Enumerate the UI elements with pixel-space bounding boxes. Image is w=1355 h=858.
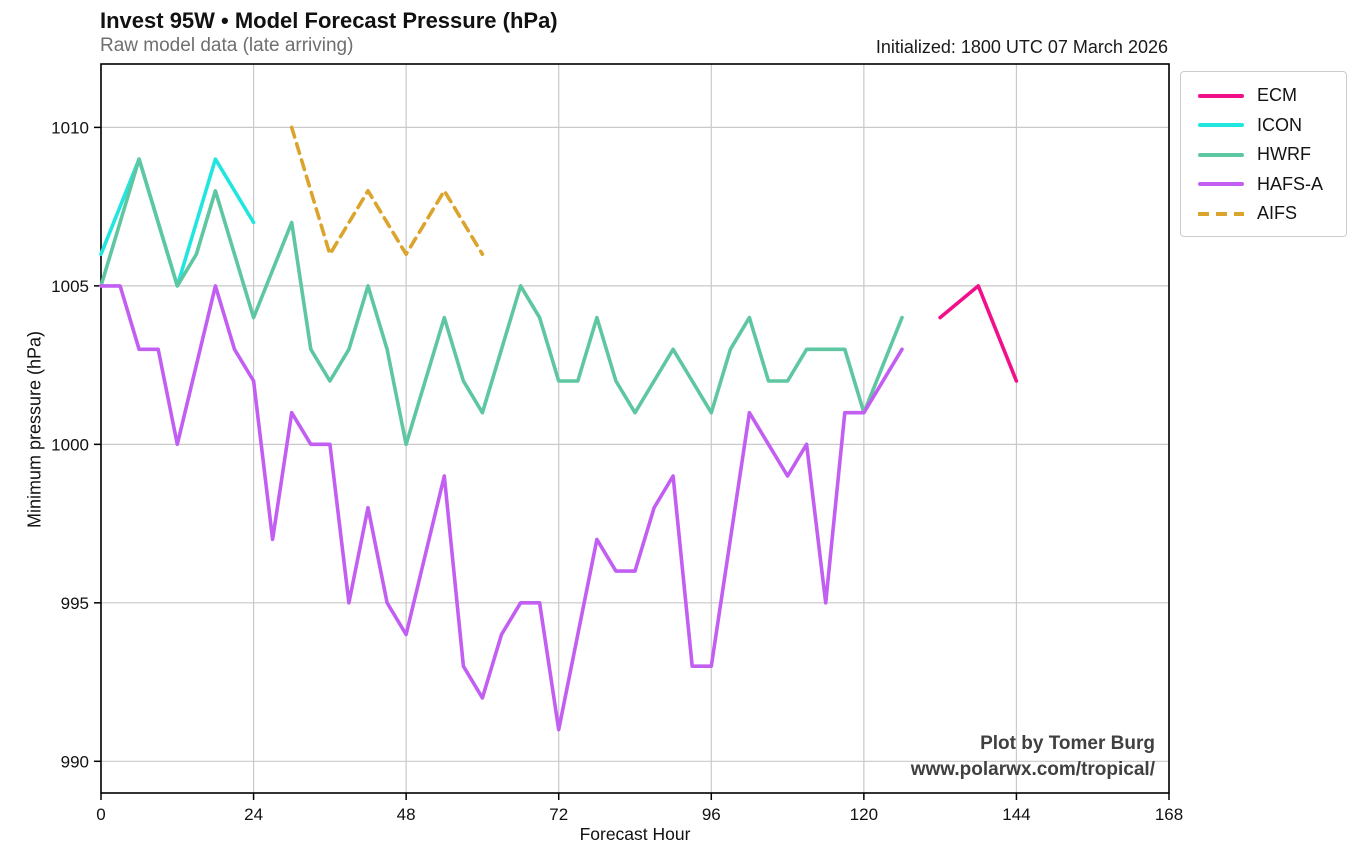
legend-label-hafs-a: HAFS-A xyxy=(1257,173,1324,194)
x-tick-label: 72 xyxy=(549,805,568,824)
y-tick-label: 990 xyxy=(61,752,89,771)
legend-item-hafs-a: HAFS-A xyxy=(1198,170,1346,200)
series-line-icon xyxy=(99,157,256,288)
legend-swatch-aifs xyxy=(1198,211,1244,216)
x-tick-label: 144 xyxy=(1002,805,1030,824)
legend-label-aifs: AIFS xyxy=(1257,203,1298,224)
x-tick-label: 120 xyxy=(850,805,878,824)
x-tick-label: 96 xyxy=(702,805,721,824)
legend-label-hwrf: HWRF xyxy=(1257,144,1311,165)
chart-title: Invest 95W • Model Forecast Pressure (hP… xyxy=(100,8,558,33)
y-tick-label: 1005 xyxy=(51,277,89,296)
x-tick-label: 24 xyxy=(244,805,263,824)
legend-swatch-icon xyxy=(1198,123,1244,128)
y-tick-label: 1010 xyxy=(51,118,89,137)
series-line-aifs xyxy=(289,125,485,256)
legend-item-icon: ICON xyxy=(1198,111,1346,141)
y-axis-title: Minimum pressure (hPa) xyxy=(24,330,45,529)
legend-item-aifs: AIFS xyxy=(1198,199,1346,229)
legend-item-hwrf: HWRF xyxy=(1198,140,1346,170)
legend-swatch-ecm xyxy=(1198,93,1244,98)
attribution-url: www.polarwx.com/tropical/ xyxy=(910,759,1155,780)
legend: ECM ICON HWRF HAFS-A AIFS xyxy=(1180,71,1347,237)
plot-frame xyxy=(100,63,1170,794)
x-axis-title: Forecast Hour xyxy=(579,824,691,844)
legend-item-ecm: ECM xyxy=(1198,81,1346,111)
legend-label-ecm: ECM xyxy=(1257,85,1297,106)
initialized-timestamp: Initialized: 1800 UTC 07 March 2026 xyxy=(875,37,1168,57)
legend-swatch-hafs-a xyxy=(1198,182,1244,187)
series-line-hafs-a xyxy=(99,284,904,732)
y-tick-label: 1000 xyxy=(51,435,89,454)
attribution: Plot by Tomer Burg www.polarwx.com/tropi… xyxy=(911,731,1155,783)
x-tick-label: 0 xyxy=(96,805,105,824)
legend-swatch-hwrf xyxy=(1198,152,1244,157)
chart-subtitle: Raw model data (late arriving) xyxy=(100,35,354,56)
series-line-hwrf xyxy=(99,157,904,447)
attribution-author: Plot by Tomer Burg xyxy=(980,733,1155,754)
y-tick-label: 995 xyxy=(61,594,89,613)
x-tick-label: 168 xyxy=(1155,805,1183,824)
x-tick-label: 48 xyxy=(397,805,416,824)
legend-label-icon: ICON xyxy=(1257,114,1302,135)
series-line-ecm xyxy=(938,284,1019,383)
